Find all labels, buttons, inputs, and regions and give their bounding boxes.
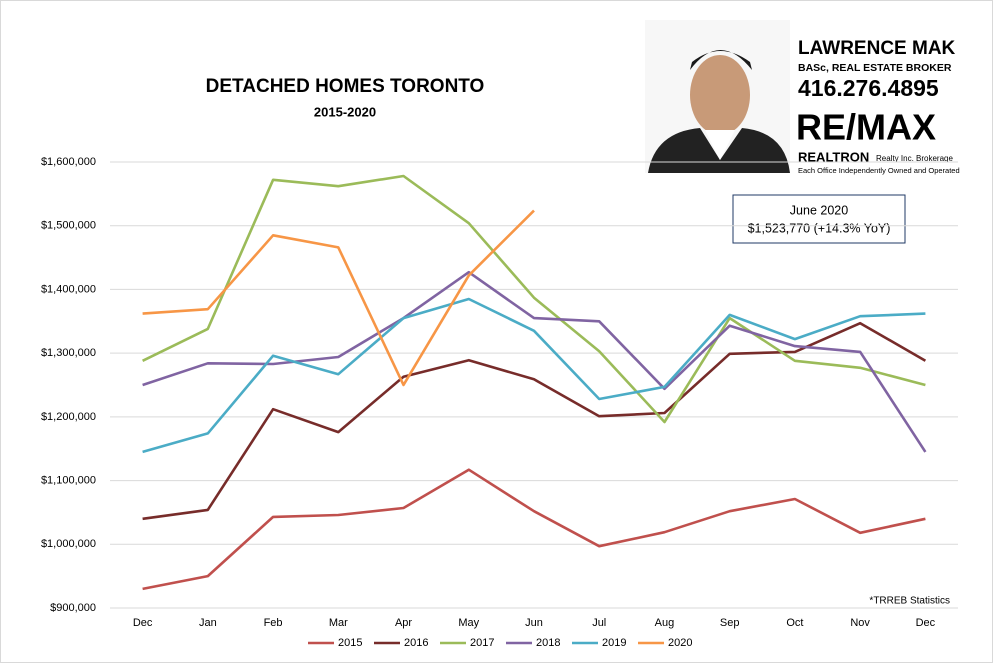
- x-tick-label: Dec: [133, 617, 153, 629]
- legend-label: 2016: [404, 637, 428, 649]
- series-line: [142, 270, 927, 453]
- x-tick-label: Jul: [592, 617, 606, 629]
- office-sub: Realty Inc. Brokerage: [876, 154, 953, 163]
- legend-label: 2020: [668, 637, 692, 649]
- legend-label: 2019: [602, 637, 626, 649]
- series-line: [142, 468, 926, 591]
- y-tick-label: $1,000,000: [41, 538, 96, 550]
- series-line: [142, 321, 927, 521]
- y-tick-label: $1,100,000: [41, 474, 96, 486]
- x-tick-label: Mar: [329, 617, 348, 629]
- broker-name: LAWRENCE MAK: [798, 38, 956, 59]
- broker-phone: 416.276.4895: [798, 75, 939, 101]
- x-tick-label: Nov: [850, 617, 870, 629]
- x-tick-label: May: [458, 617, 479, 629]
- legend-label: 2017: [470, 637, 494, 649]
- photo-hair: [690, 50, 752, 70]
- source-note: *TRREB Statistics: [869, 596, 950, 607]
- y-tick-label: $1,500,000: [41, 220, 96, 232]
- chart-title: DETACHED HOMES TORONTO: [206, 76, 485, 97]
- series-line: [142, 297, 926, 454]
- y-tick-label: $900,000: [50, 602, 96, 614]
- broker-role: BASc, REAL ESTATE BROKER: [798, 62, 952, 74]
- series-line: [142, 209, 535, 387]
- x-tick-label: Oct: [786, 617, 803, 629]
- y-tick-label: $1,600,000: [41, 156, 96, 168]
- annotation-title: June 2020: [790, 203, 848, 217]
- x-tick-label: Aug: [655, 617, 675, 629]
- x-tick-label: Jun: [525, 617, 543, 629]
- annotation-text: $1,523,770 (+14.3% YoY): [748, 221, 891, 235]
- x-tick-label: Apr: [395, 617, 412, 629]
- office: REALTRON: [798, 149, 869, 164]
- photo-shirt: [705, 130, 735, 160]
- y-tick-label: $1,300,000: [41, 347, 96, 359]
- x-tick-label: Jan: [199, 617, 217, 629]
- legend-label: 2015: [338, 637, 362, 649]
- x-tick-label: Feb: [264, 617, 283, 629]
- x-tick-label: Sep: [720, 617, 740, 629]
- y-tick-label: $1,400,000: [41, 283, 96, 295]
- series-line: [142, 174, 926, 424]
- photo-face: [690, 55, 750, 135]
- x-tick-label: Dec: [916, 617, 936, 629]
- disclaimer: Each Office Independently Owned and Oper…: [798, 166, 960, 175]
- y-tick-label: $1,200,000: [41, 411, 96, 423]
- annotation-box: [732, 194, 906, 244]
- chart-subtitle: 2015-2020: [314, 104, 376, 119]
- brand: RE/MAX: [796, 107, 936, 148]
- legend-label: 2018: [536, 637, 560, 649]
